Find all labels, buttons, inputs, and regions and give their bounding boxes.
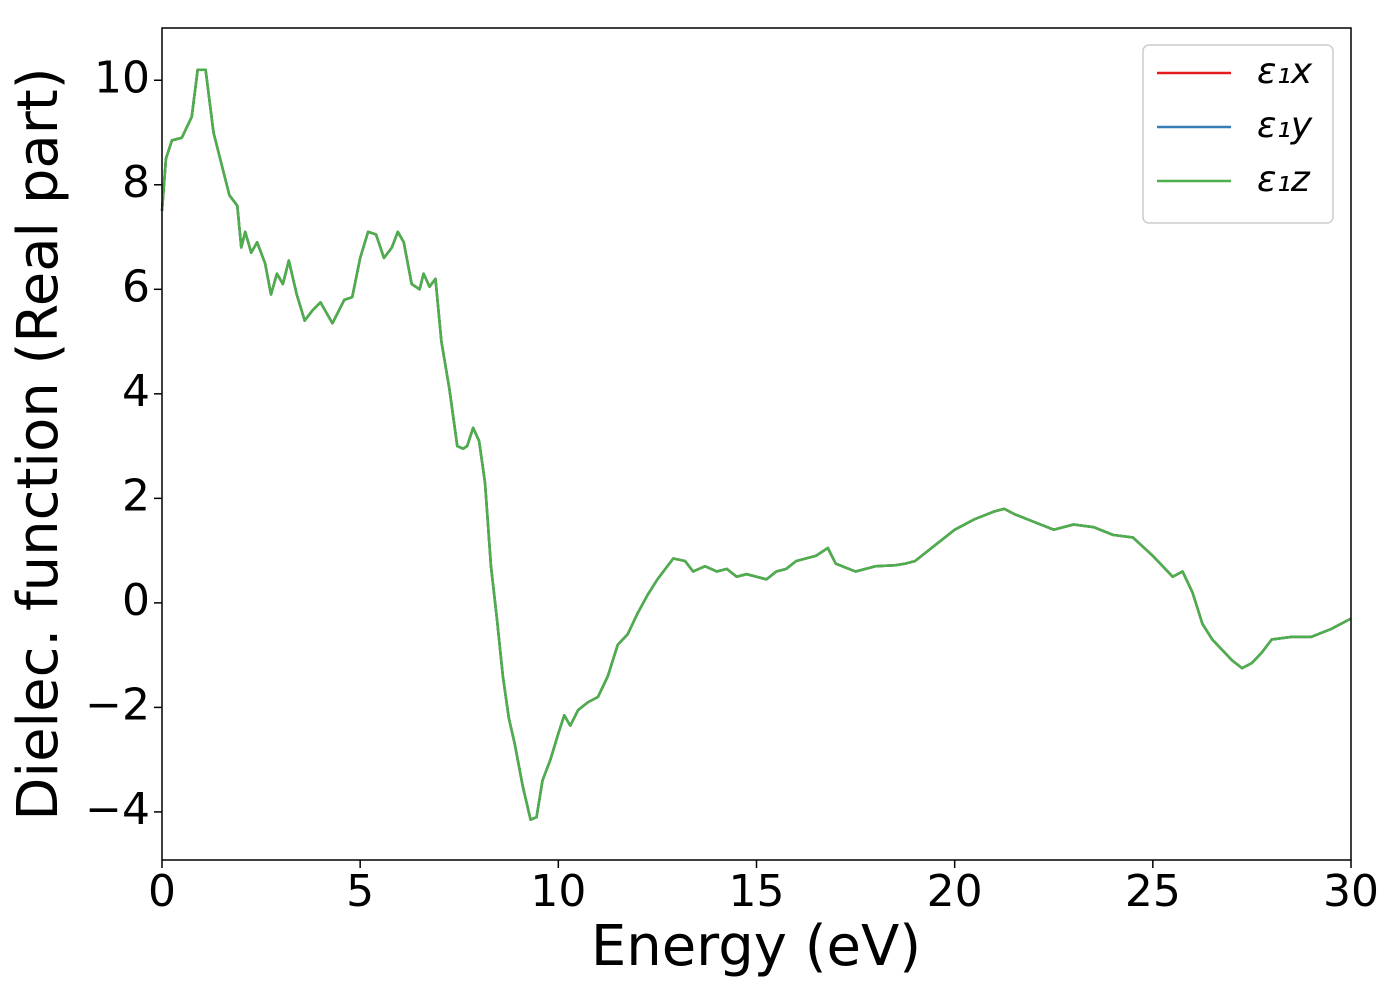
y-tick-label: 8 bbox=[122, 157, 150, 208]
y-tick-label: −4 bbox=[85, 784, 150, 835]
x-axis-label: Energy (eV) bbox=[591, 914, 921, 979]
x-tick-label: 30 bbox=[1323, 866, 1379, 917]
legend-label: ε₁y bbox=[1257, 105, 1313, 146]
legend-label: ε₁z bbox=[1257, 159, 1311, 200]
plot-frame bbox=[161, 27, 1352, 861]
y-axis-label: Dielec. function (Real part) bbox=[6, 67, 71, 820]
legend-box bbox=[1142, 44, 1334, 224]
legend-label: ε₁x bbox=[1257, 51, 1313, 92]
y-tick-label: 4 bbox=[122, 366, 150, 417]
series-line bbox=[160, 68, 1352, 822]
y-tick-label: 6 bbox=[122, 261, 150, 312]
x-tick-label: 15 bbox=[729, 866, 785, 917]
y-tick-label: 0 bbox=[122, 575, 150, 626]
y-tick-label: 2 bbox=[122, 470, 150, 521]
y-tick-label: 10 bbox=[94, 52, 150, 103]
y-tick-label: −2 bbox=[85, 679, 150, 730]
x-tick-label: 0 bbox=[148, 866, 176, 917]
x-tick-label: 25 bbox=[1125, 866, 1181, 917]
x-tick-label: 5 bbox=[346, 866, 374, 917]
x-tick-label: 10 bbox=[530, 866, 586, 917]
x-tick-label: 20 bbox=[927, 866, 983, 917]
